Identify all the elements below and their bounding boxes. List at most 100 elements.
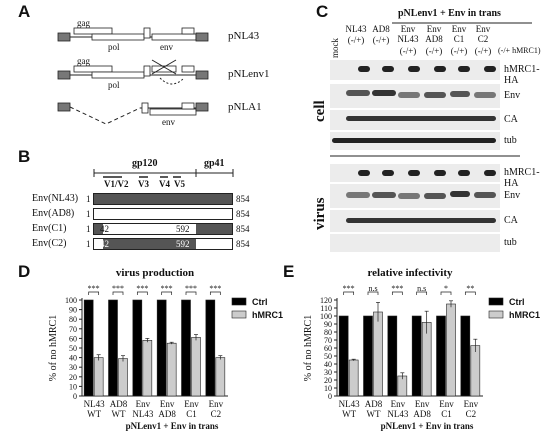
significance-bracket [391, 291, 403, 295]
y-tick-label: 60 [324, 344, 332, 353]
y-tick-label: 120 [320, 296, 332, 305]
y-tick-label: 50 [324, 352, 332, 361]
legend-swatch-hmrc1 [488, 310, 504, 319]
significance-label: *** [185, 284, 197, 293]
lane-envc1-top: Env C1 [451, 24, 467, 44]
significance-label: *** [391, 284, 403, 293]
lane-envc1-bottom: (-/+) [450, 46, 468, 56]
label-gag-2: gag [77, 56, 90, 66]
env-row-name-nl43: Env(NL43) [32, 193, 79, 204]
x-tick-label: AD8 [110, 399, 128, 409]
x-tick-label: C2 [466, 409, 477, 419]
band-label-virus-ca: CA [504, 215, 518, 226]
x-tick-label: WT [367, 409, 381, 419]
y-tick-label: 70 [324, 336, 332, 345]
env-row-name-c2: Env(C2) [32, 238, 67, 249]
lane-suffix: (-/+ hMRC1) [498, 46, 541, 55]
y-tick-label: 50 [69, 344, 77, 353]
lane-ad8-top: AD8 [372, 24, 390, 34]
x-tick-label: C1 [186, 409, 197, 419]
blot-virus-tub [330, 234, 500, 252]
x-tick-label: Env [464, 399, 479, 409]
legend-label-ctrl: Ctrl [252, 297, 268, 307]
label-env: env [160, 42, 173, 52]
band-label-virus-hmrc1: hMRC1-HA [504, 167, 540, 189]
significance-bracket [440, 291, 452, 295]
x-tick-label: Env [439, 399, 454, 409]
significance-bracket [185, 291, 197, 295]
x-tick-label: Env [160, 399, 175, 409]
label-v3: V3 [138, 179, 149, 189]
lane-nl43-top: NL43 [345, 24, 367, 34]
x-tick-label: WT [342, 409, 356, 419]
chart-virus-production: virus production % of no hMRC1 01020304050… [48, 267, 283, 431]
bar-ctrl [181, 299, 191, 397]
env-row-end: 854 [236, 239, 250, 249]
env-row-end: 854 [236, 209, 250, 219]
y-tick-label: 20 [69, 373, 77, 382]
construct-pnl43 [57, 27, 209, 42]
legend-swatch-ctrl [231, 297, 247, 306]
y-tick-label: 80 [324, 328, 332, 337]
y-tick-label: 40 [69, 354, 77, 363]
band-label-cell-env: Env [504, 90, 521, 101]
legend-label-hmrc1: hMRC1 [252, 310, 283, 320]
bar-hmrc1 [215, 357, 226, 397]
bar-ctrl [460, 315, 471, 397]
env-bar-nl43 [93, 193, 233, 205]
env-row-name-c1: Env(C1) [32, 223, 67, 234]
legend-label-hmrc1: hMRC1 [509, 310, 540, 320]
env-row-start: 1 [86, 209, 91, 219]
env-row-end: 854 [236, 224, 250, 234]
label-pol-2: pol [108, 80, 120, 90]
construct-pnla1 [57, 102, 209, 125]
construct-diagram [57, 27, 209, 125]
significance-label: n.s [417, 284, 426, 293]
label-pol: pol [108, 42, 120, 52]
x-tick-label: NL43 [339, 399, 360, 409]
env-row-start: 1 [86, 194, 91, 204]
y-tick-label: 30 [69, 363, 77, 372]
x-tick-label: C1 [441, 409, 452, 419]
significance-label: *** [112, 284, 124, 293]
x-tick-label: Env [136, 399, 151, 409]
env-bar-c1-swap [103, 224, 196, 234]
env-row-name-ad8: Env(AD8) [32, 208, 75, 219]
lane-envnl43-top: Env NL43 [397, 24, 419, 44]
chart-relative-infectivity: relative infectivity % of no hMRC1 0102030… [303, 267, 540, 431]
label-v5: V5 [174, 179, 185, 189]
bar-ctrl [83, 299, 94, 397]
significance-label: *** [161, 284, 173, 293]
x-tick-label: Env [209, 399, 224, 409]
lane-envad8-bottom: (-/+) [425, 46, 443, 56]
label-gp41: gp41 [204, 158, 225, 169]
significance-bracket [88, 291, 100, 295]
x-tick-label: Env [391, 399, 406, 409]
significance-bracket [367, 291, 379, 295]
section-virus: virus [312, 197, 328, 230]
label-env-3: env [162, 117, 175, 127]
legend-swatch-ctrl [488, 297, 504, 306]
y-tick-label: 0 [73, 392, 77, 401]
env-c2-mid-start: 42 [100, 239, 109, 249]
chart-title: relative infectivity [367, 267, 453, 279]
panel-label-e: E [283, 262, 295, 281]
band-label-cell-ca: CA [504, 114, 518, 125]
bar-hmrc1 [373, 311, 383, 397]
significance-label: * [444, 284, 448, 293]
y-tick-label: 10 [324, 384, 332, 393]
env-c1-mid-start: 42 [100, 224, 109, 234]
section-divider [330, 155, 520, 157]
y-tick-label: 40 [324, 360, 332, 369]
significance-label: *** [88, 284, 100, 293]
header-rule [392, 22, 532, 24]
significance-bracket [209, 291, 221, 295]
band-label-cell-tub: tub [504, 135, 517, 146]
env-row-start: 1 [86, 224, 91, 234]
env-bar-c2-swap [103, 239, 196, 249]
band-label-virus-tub: tub [504, 237, 517, 248]
y-tick-label: 80 [69, 315, 77, 324]
bar-ctrl [411, 315, 422, 397]
lane-nl43-bottom: (-/+) [347, 35, 365, 45]
bar-hmrc1 [118, 358, 128, 397]
